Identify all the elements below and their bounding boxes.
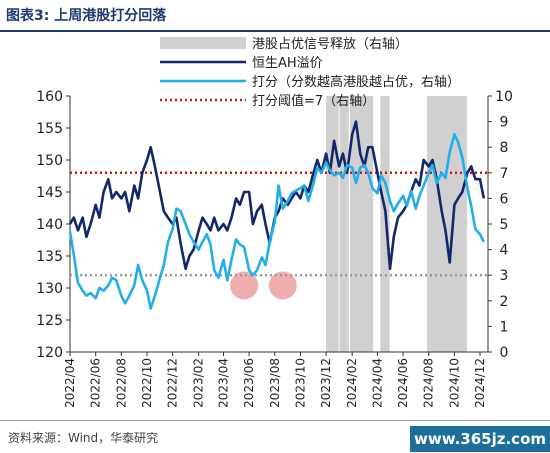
x-tick-label: 2024/04 [370,358,384,408]
signal-band [427,96,467,352]
y-left-tick-label: 155 [36,121,63,137]
signal-band [380,96,389,352]
y-right-tick-label: 7 [500,166,509,182]
signal-band [326,96,339,352]
y-right-tick-label: 9 [500,115,509,131]
y-right-tick-label: 10 [495,89,513,105]
y-right-tick-label: 4 [500,243,509,259]
legend-label: 打分（分数越高港股越占优，右轴） [252,74,460,90]
legend-label: 港股占优信号释放（右轴） [252,37,408,52]
x-tick-label: 2023/06 [242,358,256,408]
chart-title: 图表3: 上周港股打分回落 [6,5,166,25]
y-left-tick-label: 125 [36,313,63,329]
x-tick-label: 2024/08 [422,358,436,408]
y-right-tick-label: 3 [500,268,509,284]
y-left-tick-label: 150 [36,153,63,169]
x-tick-label: 2022/10 [140,358,154,408]
x-tick-label: 2022/12 [166,358,180,408]
y-right-tick-label: 0 [500,345,509,361]
legend-label: 恒生AH溢价 [252,56,323,71]
chart-svg: 120 125 130 135 140 145 150 155 160 0 1 2 3 4 5 6 7 8 9 10 2… [0,30,550,420]
x-tick-label: 2023/12 [319,358,333,408]
x-tick-label: 2024/02 [345,358,359,408]
x-tick-label: 2024/12 [473,358,487,408]
x-tick-label: 2024/10 [447,358,461,408]
y-right-tick-label: 1 [500,319,509,335]
y-right-tick-label: 8 [500,140,509,156]
y-left-tick-label: 140 [36,217,63,233]
signal-band [340,96,349,352]
y-left-tick-label: 120 [36,345,63,361]
x-tick-label: 2023/08 [268,358,282,408]
title-bar: 图表3: 上周港股打分回落 [0,0,550,32]
source-note: 资料来源：Wind，华泰研究 [8,429,158,446]
y-left-tick-label: 160 [36,89,63,105]
x-tick-label: 2024/06 [396,358,410,408]
y-left-tick-label: 145 [36,185,63,201]
watermark: www.365jz.com [410,426,550,452]
legend-label: 打分阈值=7（右轴） [252,93,375,109]
y-right-tick-label: 5 [500,217,509,233]
y-left-tick-label: 130 [36,281,63,297]
x-tick-label: 2022/06 [89,358,103,408]
legend-swatch-band [160,37,246,49]
x-tick-label: 2023/02 [192,358,206,408]
highlight-circle [269,271,297,299]
x-tick-label: 2022/08 [114,358,128,408]
y-right-tick-label: 6 [500,191,509,207]
y-right-tick-label: 2 [500,294,509,310]
y-left-tick-label: 135 [36,249,63,265]
x-tick-label: 2022/04 [63,358,77,408]
x-tick-label: 2023/04 [216,358,230,408]
x-tick-label: 2023/10 [293,358,307,408]
